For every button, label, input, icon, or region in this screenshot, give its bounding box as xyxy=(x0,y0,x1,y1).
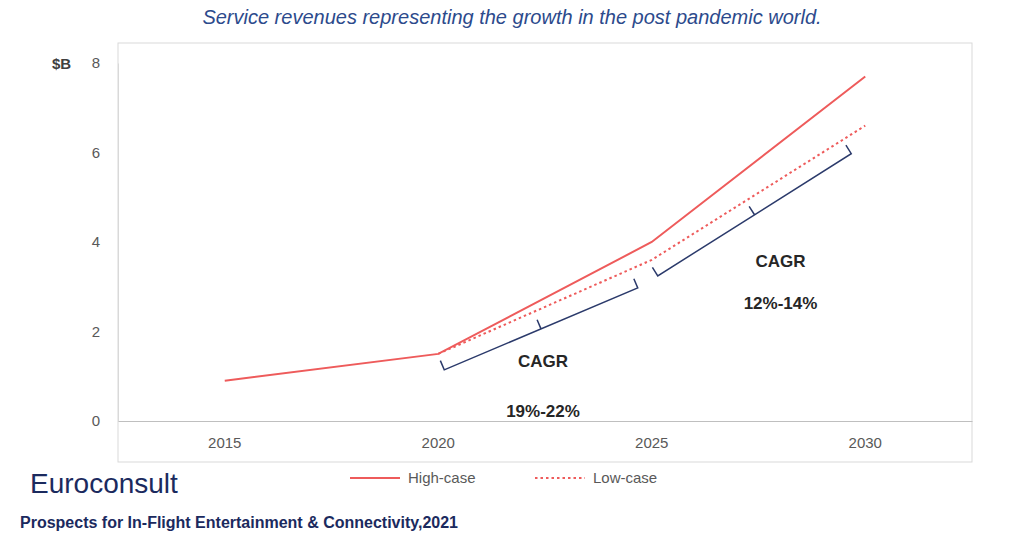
y-tick: 0 xyxy=(92,412,118,429)
annotation-text: 12%-14% xyxy=(744,294,818,313)
logo: Euroconsult xyxy=(30,468,178,499)
y-tick: 6 xyxy=(92,144,118,161)
x-tick: 2015 xyxy=(208,421,241,451)
legend-item: Low-case xyxy=(535,469,657,486)
y-axis-title: $B xyxy=(52,55,71,72)
y-axis: 0 2 4 6 8 xyxy=(92,54,119,429)
x-tick-label: 2020 xyxy=(422,434,455,451)
y-tick: 4 xyxy=(92,233,118,250)
legend-swatch xyxy=(535,477,585,479)
y-tick: 2 xyxy=(92,323,118,340)
series-line xyxy=(225,76,866,380)
series-group xyxy=(225,76,866,380)
y-tick-label: 0 xyxy=(92,412,100,429)
y-tick-label: 6 xyxy=(92,144,100,161)
y-tick-label: 2 xyxy=(92,323,100,340)
x-tick-label: 2025 xyxy=(635,434,668,451)
y-axis-line xyxy=(118,64,119,422)
legend-label: Low-case xyxy=(593,469,657,486)
legend-swatch xyxy=(350,477,400,479)
x-tick-label: 2030 xyxy=(849,434,882,451)
source: Prospects for In-Flight Entertainment & … xyxy=(20,514,458,531)
chart: Service revenues representing the growth… xyxy=(0,0,1024,538)
y-tick-label: 4 xyxy=(92,233,100,250)
annotation-text: 19%-22% xyxy=(506,402,580,421)
x-tick: 2030 xyxy=(849,421,882,451)
legend-label: High-case xyxy=(408,469,476,486)
x-tick: 2025 xyxy=(635,421,668,451)
legend-item: High-case xyxy=(350,469,476,486)
plot-frame xyxy=(118,43,972,462)
annotation-label: CAGR xyxy=(518,352,568,371)
x-axis-line xyxy=(119,421,973,422)
x-tick-label: 2015 xyxy=(208,434,241,451)
legend: High-case Low-case xyxy=(350,469,657,486)
annotation-label: CAGR xyxy=(755,252,805,271)
y-tick: 8 xyxy=(92,54,118,71)
x-axis: 2015 2020 2025 2030 xyxy=(119,421,973,451)
y-tick-label: 8 xyxy=(92,54,100,71)
x-tick: 2020 xyxy=(422,421,455,451)
series-line xyxy=(438,126,865,354)
title: Service revenues representing the growth… xyxy=(202,6,821,28)
annotation-brace xyxy=(652,145,851,276)
